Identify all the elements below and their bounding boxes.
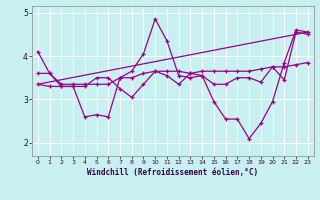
X-axis label: Windchill (Refroidissement éolien,°C): Windchill (Refroidissement éolien,°C) [87,168,258,177]
